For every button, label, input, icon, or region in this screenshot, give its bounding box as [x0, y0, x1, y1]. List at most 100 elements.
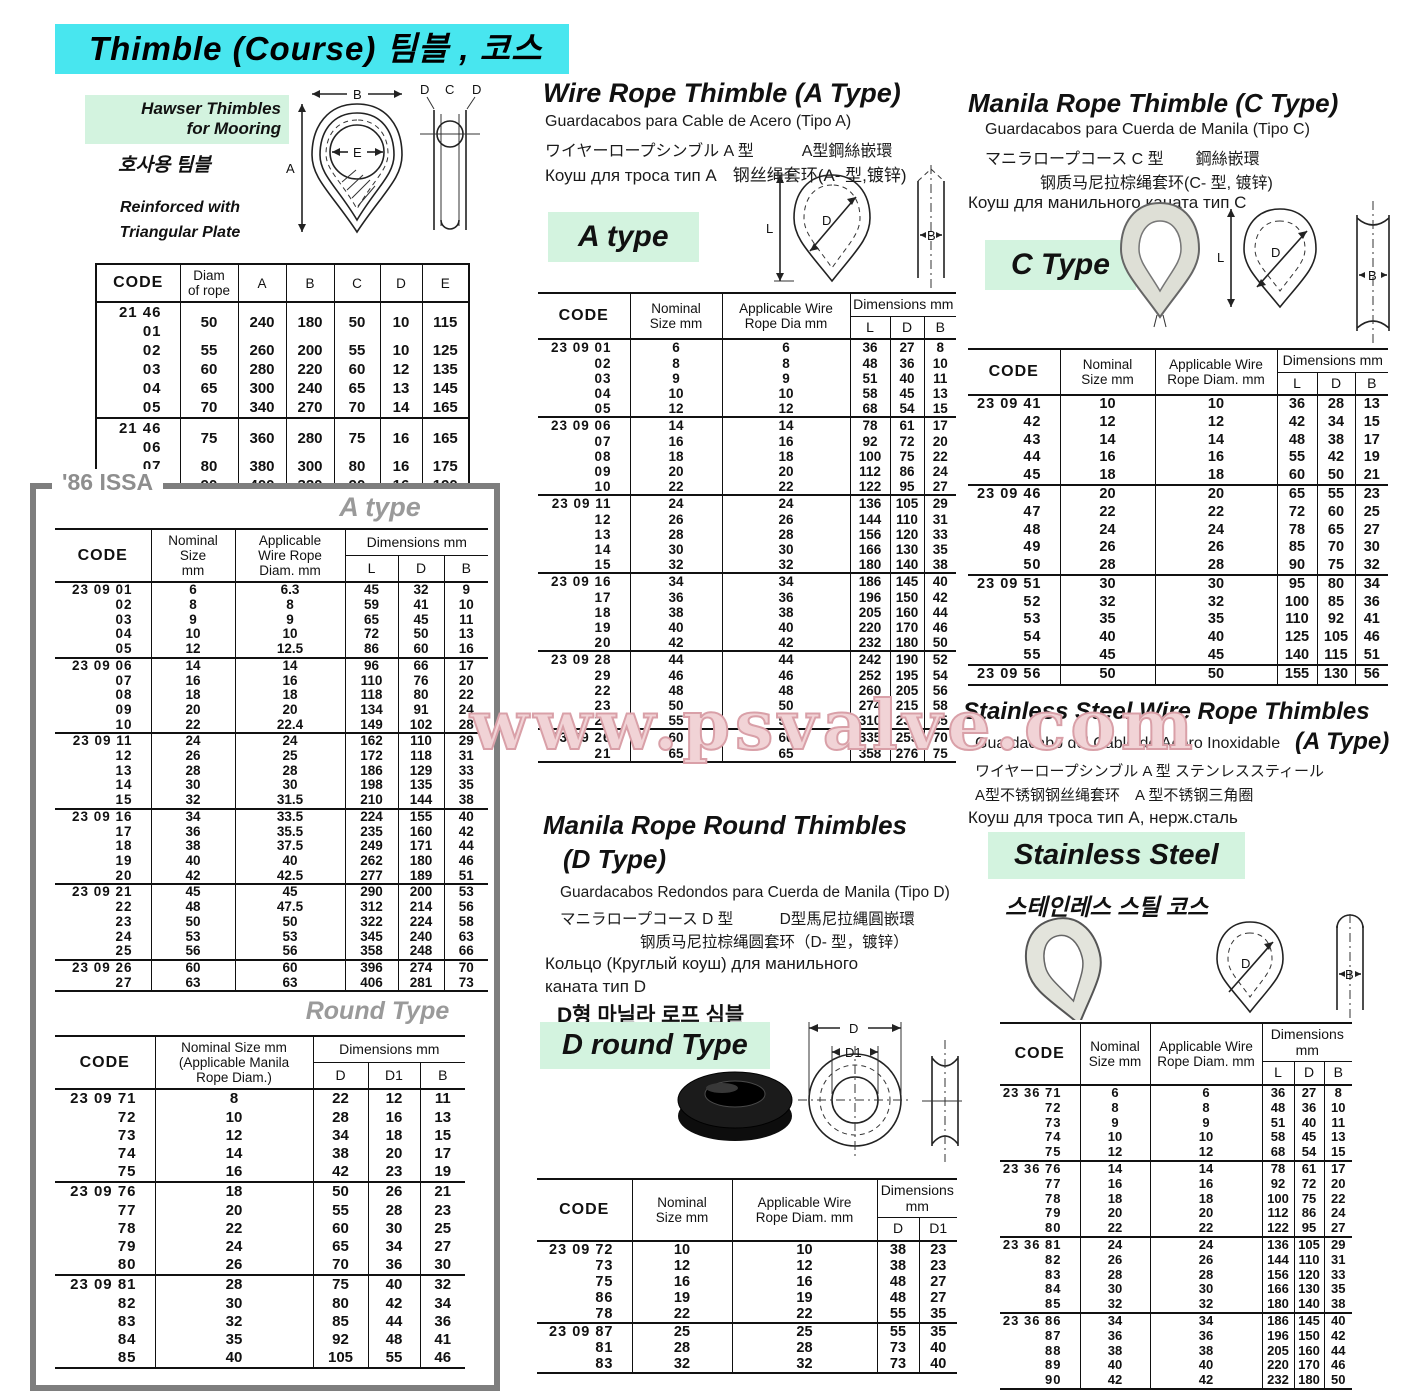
code-cell: 42: [1023, 413, 1042, 430]
value-cell: 40: [721, 620, 850, 636]
value-cell: 22.4: [234, 717, 345, 734]
value-cell: 38: [876, 1258, 919, 1275]
value-cell: 55: [876, 1306, 919, 1324]
value-cell: 120: [889, 526, 924, 542]
code-cell: 24: [115, 928, 133, 944]
dimension-column-header: B: [923, 316, 957, 341]
value-cell: 24: [234, 732, 345, 750]
value-cell: 34: [1354, 574, 1389, 594]
value-cell: 160: [1293, 1343, 1324, 1359]
table-row: 05 12 12.5 86 60 16: [55, 641, 489, 658]
value-cell: 145: [421, 379, 469, 399]
value-cell: 28: [367, 1201, 420, 1220]
svg-text:E: E: [353, 145, 362, 160]
code-cell: 02: [594, 355, 612, 371]
code-cell: 08: [115, 687, 133, 703]
table-row: 25 56 56 358 248 66: [55, 943, 489, 960]
value-cell: 22: [1149, 1220, 1262, 1237]
value-cell: 175: [421, 457, 469, 477]
code-cell: 23 09 81: [55, 1274, 155, 1295]
code-cell: 82: [1045, 1251, 1062, 1267]
value-cell: 24: [1079, 1235, 1150, 1253]
table-row: 15 32 32 180 140 38: [538, 557, 957, 574]
value-cell: 75: [889, 448, 924, 464]
value-cell: 33: [443, 763, 489, 779]
value-cell: 92: [312, 1330, 368, 1350]
value-cell: 8: [1323, 1084, 1353, 1101]
table-row: 78 22 60 30 25: [55, 1219, 466, 1238]
code-cell: 15: [115, 792, 133, 808]
value-cell: 24: [154, 1237, 313, 1257]
value-cell: 14: [1149, 1160, 1262, 1177]
value-cell: 42: [923, 589, 957, 605]
value-cell: 30: [419, 1256, 466, 1276]
value-cell: 32: [731, 1356, 877, 1374]
value-cell: 78: [1276, 521, 1317, 540]
value-cell: 32: [629, 557, 722, 574]
code-cell: 07: [115, 672, 133, 688]
column-header: CODE: [1000, 1023, 1080, 1087]
value-cell: 105: [1293, 1235, 1324, 1253]
issa-round-table-wrap: CODE Nominal Size mm (Applicable Manila R…: [55, 1035, 466, 1370]
value-cell: 232: [849, 635, 890, 652]
value-cell: 36: [1149, 1328, 1262, 1344]
header-row: CODE Nominal Size mm Applicable Wire Rope …: [537, 1179, 958, 1243]
value-cell: 30: [367, 1219, 420, 1238]
manila-round-russian: Кольцо (Круглый коуш) для манильного кан…: [545, 954, 859, 996]
table-row: 21 46 01 50 240 180 50 10 115: [96, 301, 469, 342]
value-cell: 274: [397, 958, 444, 976]
value-cell: 65: [1276, 484, 1317, 504]
code-cell: 05: [115, 641, 133, 657]
value-cell: 155: [1276, 664, 1317, 685]
value-cell: 281: [397, 975, 444, 992]
column-header: Applicable Wire Rope Diam. mm: [1154, 349, 1277, 397]
value-cell: 290: [344, 883, 398, 901]
value-cell: 40: [923, 572, 957, 590]
value-cell: 6: [1149, 1084, 1262, 1101]
dimension-column-header: D: [312, 1062, 368, 1091]
value-cell: 46: [721, 667, 850, 683]
code-cell: 23 09 11: [55, 732, 151, 750]
column-header: C: [333, 264, 380, 304]
value-cell: 130: [1316, 664, 1355, 685]
value-cell: 28: [234, 763, 345, 779]
code-cell: 09: [115, 701, 133, 717]
issa-round-type-label: Round Type: [305, 997, 450, 1025]
value-cell: 55: [721, 713, 850, 730]
code-cell: 10: [115, 716, 133, 732]
value-cell: 166: [1261, 1282, 1294, 1298]
value-cell: 45: [234, 883, 345, 901]
data-table: CODE Nominal Size mm Applicable Wire Rope …: [537, 1178, 958, 1375]
value-cell: 73: [876, 1356, 919, 1374]
value-cell: 55: [312, 1201, 368, 1220]
value-cell: 53: [443, 883, 489, 901]
value-cell: 33: [1323, 1267, 1353, 1283]
value-cell: 50: [234, 914, 345, 930]
value-cell: 171: [397, 839, 444, 854]
value-cell: 56: [443, 899, 489, 915]
value-cell: 16: [1059, 449, 1155, 467]
value-cell: 16: [443, 641, 489, 658]
table-row: 75 16 42 23 19: [55, 1163, 466, 1183]
code-cell: 47: [1023, 503, 1042, 520]
a-type-diagram: L D B: [766, 165, 945, 291]
table-row: 17 36 36 196 150 42: [538, 589, 957, 605]
value-cell: 24: [923, 463, 957, 480]
value-cell: 46: [1354, 629, 1389, 647]
value-cell: 50: [312, 1181, 368, 1202]
code-cell: 86: [595, 1290, 614, 1307]
value-cell: 36: [1261, 1084, 1294, 1101]
value-cell: 76: [397, 673, 444, 689]
value-cell: 110: [397, 732, 444, 750]
value-cell: 345: [344, 929, 398, 945]
value-cell: 220: [849, 620, 890, 636]
value-cell: 14: [150, 656, 235, 674]
value-cell: 30: [150, 778, 235, 794]
table-row: 80 26 70 36 30: [55, 1256, 466, 1276]
value-cell: 65: [312, 1237, 368, 1257]
value-cell: 10: [631, 1240, 732, 1259]
value-cell: 22: [1059, 503, 1155, 522]
value-cell: 95: [1276, 574, 1317, 594]
value-cell: 70: [333, 398, 380, 419]
